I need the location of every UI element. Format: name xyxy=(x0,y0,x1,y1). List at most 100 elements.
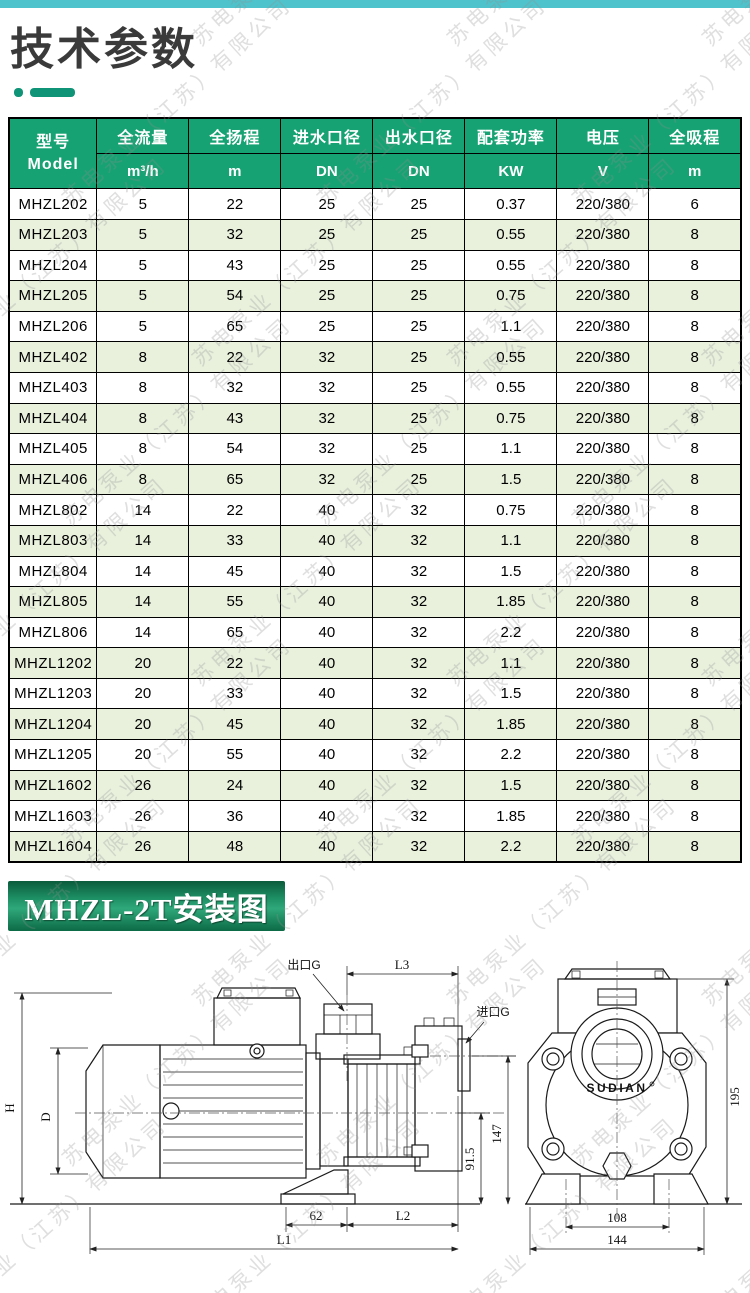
column-header: 出水口径 xyxy=(372,117,466,155)
model-cell: MHZL402 xyxy=(8,341,98,373)
value-cell: 32 xyxy=(280,433,374,465)
column-unit: m³/h xyxy=(96,153,190,190)
value-cell: 8 xyxy=(648,310,742,343)
value-cell: 25 xyxy=(372,310,466,343)
model-cell: MHZL1203 xyxy=(8,677,98,710)
column-unit: DN xyxy=(372,153,466,190)
value-cell: 8 xyxy=(648,524,742,557)
value-cell: 25 xyxy=(372,218,466,251)
dim-h-label: H xyxy=(2,1104,17,1113)
value-cell: 220/380 xyxy=(556,371,650,404)
value-cell: 220/380 xyxy=(556,463,650,496)
value-cell: 33 xyxy=(188,524,282,557)
value-cell: 45 xyxy=(188,708,282,741)
model-cell: MHZL1202 xyxy=(8,647,98,679)
value-cell: 8 xyxy=(648,402,742,435)
dim-147-label: 147 xyxy=(489,1124,504,1144)
value-cell: 40 xyxy=(280,677,374,710)
value-cell: 22 xyxy=(188,341,282,373)
dim-l2-label: L2 xyxy=(396,1208,410,1223)
value-cell: 8 xyxy=(96,341,190,373)
model-header-en: Model xyxy=(27,155,79,173)
value-cell: 8 xyxy=(648,800,742,832)
value-cell: 8 xyxy=(96,402,190,435)
column-header: 电压 xyxy=(556,117,650,155)
value-cell: 32 xyxy=(372,708,466,741)
value-cell: 5 xyxy=(96,249,190,282)
value-cell: 32 xyxy=(372,524,466,557)
value-cell: 0.37 xyxy=(464,188,558,220)
column-header: 进水口径 xyxy=(280,117,374,155)
value-cell: 25 xyxy=(372,249,466,282)
model-cell: MHZL203 xyxy=(8,218,98,251)
value-cell: 14 xyxy=(96,616,190,649)
column-header: 全扬程 xyxy=(188,117,282,155)
value-cell: 25 xyxy=(372,341,466,373)
model-cell: MHZL205 xyxy=(8,280,98,312)
value-cell: 48 xyxy=(188,830,282,863)
value-cell: 1.1 xyxy=(464,433,558,465)
value-cell: 40 xyxy=(280,524,374,557)
value-cell: 8 xyxy=(648,769,742,802)
column-unit: m xyxy=(648,153,742,190)
model-cell: MHZL1604 xyxy=(8,830,98,863)
value-cell: 65 xyxy=(188,310,282,343)
table-row: MHZL202 5 22 25 25 0.37 220/380 6 xyxy=(8,188,742,220)
spec-table-wrapper: 型号 Model 全流量 全扬程 进水口径 出水口径 配套功率 电压 全吸程 m³/h m DN… xyxy=(8,117,742,864)
value-cell: 8 xyxy=(648,218,742,251)
model-cell: MHZL403 xyxy=(8,371,98,404)
dim-l3-label: L3 xyxy=(395,957,409,972)
table-row: MHZL1205 20 55 40 32 2.2 220/380 8 xyxy=(8,739,742,771)
value-cell: 14 xyxy=(96,494,190,526)
value-cell: 220/380 xyxy=(556,249,650,282)
value-cell: 40 xyxy=(280,830,374,863)
page-title: 技术参数 xyxy=(10,25,198,74)
section-title-banner: MHZL-2T安装图 xyxy=(8,881,285,932)
value-cell: 0.75 xyxy=(464,402,558,435)
value-cell: 40 xyxy=(280,586,374,618)
value-cell: 8 xyxy=(648,280,742,312)
value-cell: 0.55 xyxy=(464,371,558,404)
value-cell: 32 xyxy=(372,769,466,802)
table-row: MHZL1602 26 24 40 32 1.5 220/380 8 xyxy=(8,769,742,802)
value-cell: 1.5 xyxy=(464,555,558,588)
value-cell: 40 xyxy=(280,769,374,802)
spec-table: 型号 Model 全流量 全扬程 进水口径 出水口径 配套功率 电压 全吸程 m³/h m DN… xyxy=(8,117,742,864)
value-cell: 14 xyxy=(96,586,190,618)
value-cell: 55 xyxy=(188,739,282,771)
value-cell: 32 xyxy=(280,341,374,373)
brand-logo-text: SUDIAN xyxy=(586,1081,647,1095)
value-cell: 22 xyxy=(188,647,282,679)
inlet-port-label: 进口G xyxy=(476,1005,509,1019)
value-cell: 54 xyxy=(188,433,282,465)
value-cell: 32 xyxy=(372,647,466,679)
value-cell: 220/380 xyxy=(556,218,650,251)
value-cell: 5 xyxy=(96,280,190,312)
dim-d-label: D xyxy=(38,1113,53,1122)
model-cell: MHZL404 xyxy=(8,402,98,435)
top-accent-bar xyxy=(0,0,750,8)
value-cell: 5 xyxy=(96,218,190,251)
value-cell: 8 xyxy=(648,494,742,526)
dim-195-label: 195 xyxy=(727,1088,742,1108)
value-cell: 8 xyxy=(648,708,742,741)
value-cell: 32 xyxy=(372,494,466,526)
model-cell: MHZL1204 xyxy=(8,708,98,741)
value-cell: 20 xyxy=(96,647,190,679)
value-cell: 65 xyxy=(188,463,282,496)
table-row: MHZL404 8 43 32 25 0.75 220/380 8 xyxy=(8,402,742,435)
value-cell: 8 xyxy=(648,249,742,282)
value-cell: 220/380 xyxy=(556,433,650,465)
value-cell: 25 xyxy=(280,249,374,282)
value-cell: 32 xyxy=(372,555,466,588)
model-header-cn: 型号 xyxy=(36,134,71,152)
value-cell: 1.1 xyxy=(464,310,558,343)
value-cell: 220/380 xyxy=(556,341,650,373)
value-cell: 33 xyxy=(188,677,282,710)
value-cell: 25 xyxy=(280,280,374,312)
value-cell: 220/380 xyxy=(556,280,650,312)
column-header: 配套功率 xyxy=(464,117,558,155)
model-cell: MHZL204 xyxy=(8,249,98,282)
value-cell: 32 xyxy=(280,371,374,404)
value-cell: 55 xyxy=(188,586,282,618)
